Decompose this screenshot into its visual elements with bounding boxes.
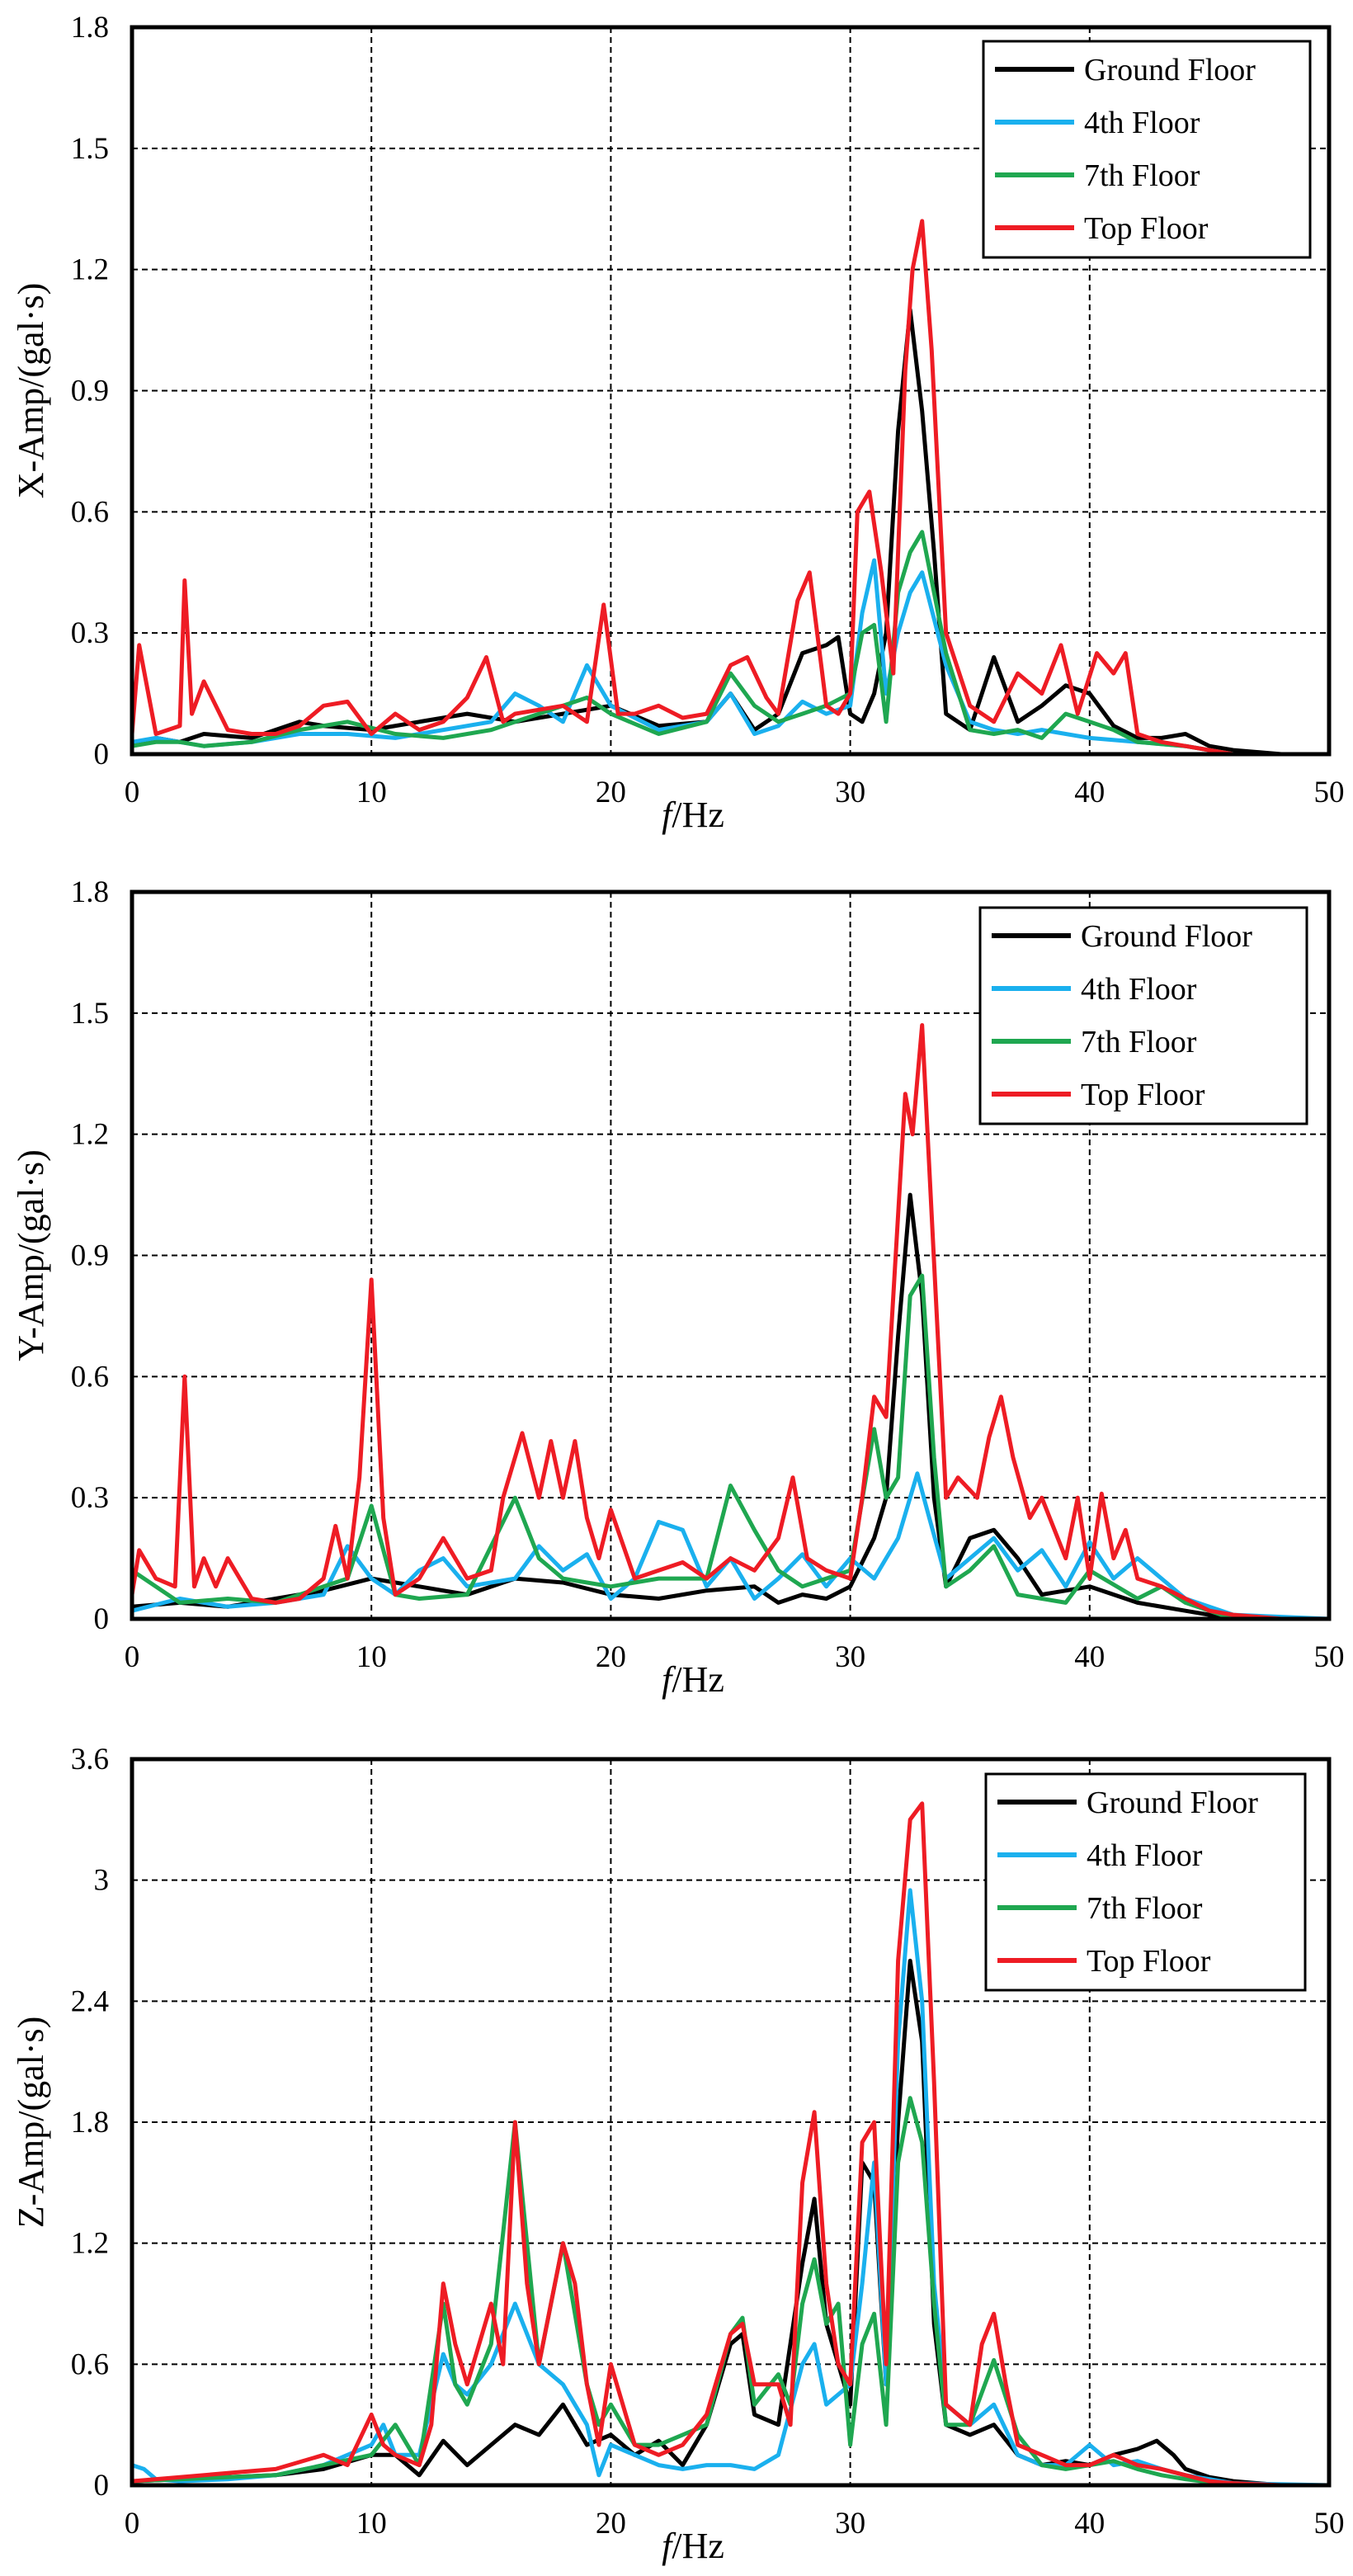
y-tick-label: 1.2 <box>71 2227 109 2261</box>
x-tick-label: 50 <box>1314 1640 1345 1674</box>
x-tick-label: 30 <box>835 1640 865 1674</box>
legend-label: 4th Floor <box>1084 106 1200 140</box>
x-tick-label: 20 <box>596 1640 626 1674</box>
y-tick-label: 0.6 <box>71 495 109 529</box>
plot-frame <box>130 25 1332 757</box>
x-tick-label: 0 <box>125 1640 140 1674</box>
y-tick-label: 0 <box>94 1602 110 1636</box>
chart-y: 0 10 20 30 40 50 0 0.3 0.6 0.9 1.2 1.5 1.8 f/Hz Y-Amp/… <box>11 875 1345 1700</box>
y-tick-label: 0 <box>94 738 110 771</box>
plot-frame <box>130 1757 1332 2488</box>
chart-z: 0 10 20 30 40 50 0 0.6 1.2 1.8 2.4 3 3.6 f/Hz Z-Amp/(g… <box>11 1743 1345 2566</box>
legend-label: 4th Floor <box>1081 972 1197 1007</box>
chart-x: 0 10 20 30 40 50 0 0.3 0.6 0.9 1.2 1.5 1.8 f/Hz X-Amp/… <box>11 11 1345 835</box>
series-line-top-floor <box>130 219 1332 757</box>
x-tick-label: 10 <box>356 776 387 809</box>
series-line-4th-floor <box>130 1471 1332 1621</box>
x-tick-label: 30 <box>835 2507 865 2541</box>
y-tick-label: 0.3 <box>71 616 109 650</box>
legend-label: Top Floor <box>1087 1944 1211 1979</box>
y-tick-label: 1.8 <box>71 11 109 45</box>
legend-label: Ground Floor <box>1087 1786 1258 1820</box>
y-tick-label: 1.5 <box>71 132 109 166</box>
y-tick-label: 2.4 <box>71 1984 109 2018</box>
y-tick-label: 1.8 <box>71 875 109 909</box>
y-tick-label: 1.5 <box>71 997 109 1031</box>
y-tick-label: 0.6 <box>71 2347 109 2381</box>
y-tick-label: 0 <box>94 2469 110 2503</box>
legend: Ground Floor 4th Floor 7th Floor Top Floor <box>984 1772 1307 1992</box>
x-tick-label: 0 <box>125 2507 140 2541</box>
x-tick-label: 40 <box>1074 776 1105 809</box>
x-axis-title: f/Hz <box>662 2526 724 2566</box>
series-line-top-floor <box>130 1023 1332 1621</box>
y-tick-label: 0.9 <box>71 1239 109 1273</box>
x-tick-label: 10 <box>356 2507 387 2541</box>
y-axis-title: X-Amp/(gal·s) <box>11 283 51 499</box>
legend-label: 7th Floor <box>1081 1025 1197 1059</box>
plot-frame <box>130 889 1332 1621</box>
y-tick-label: 3.6 <box>71 1743 109 1776</box>
y-tick-label: 0.3 <box>71 1481 109 1515</box>
x-tick-label: 50 <box>1314 2507 1345 2541</box>
legend-box <box>978 906 1308 1125</box>
legend-box <box>984 1772 1307 1992</box>
x-tick-label: 10 <box>356 1640 387 1674</box>
x-tick-label: 40 <box>1074 1640 1105 1674</box>
legend-box <box>982 40 1312 259</box>
series-line-top-floor <box>130 1801 1332 2488</box>
x-tick-label: 20 <box>596 776 626 809</box>
x-axis-title: f/Hz <box>662 795 724 835</box>
x-axis-title: f/Hz <box>662 1659 724 1700</box>
legend-label: Top Floor <box>1081 1078 1205 1112</box>
y-tick-label: 1.2 <box>71 253 109 287</box>
y-tick-label: 0.9 <box>71 375 109 408</box>
series-line-7th-floor <box>130 2096 1332 2488</box>
y-tick-label: 1.8 <box>71 2106 109 2140</box>
x-tick-label: 30 <box>835 776 865 809</box>
x-tick-label: 40 <box>1074 2507 1105 2541</box>
x-tick-label: 50 <box>1314 776 1345 809</box>
series-line-4th-floor <box>130 1888 1332 2488</box>
legend: Ground Floor 4th Floor 7th Floor Top Floor <box>982 40 1312 259</box>
legend-label: Ground Floor <box>1081 919 1252 954</box>
legend-label: Top Floor <box>1084 211 1209 246</box>
legend-label: Ground Floor <box>1084 53 1256 87</box>
legend-label: 4th Floor <box>1087 1838 1203 1873</box>
y-axis-title: Y-Amp/(gal·s) <box>11 1149 51 1361</box>
legend-label: 7th Floor <box>1084 158 1200 193</box>
y-tick-label: 1.2 <box>71 1118 109 1152</box>
legend-label: 7th Floor <box>1087 1891 1203 1926</box>
series-line-7th-floor <box>130 530 1332 757</box>
legend: Ground Floor 4th Floor 7th Floor Top Floor <box>978 906 1308 1125</box>
x-tick-label: 20 <box>596 2507 626 2541</box>
series-line-ground-floor <box>130 1192 1332 1621</box>
series-line-ground-floor <box>130 1958 1332 2488</box>
x-tick-label: 0 <box>125 776 140 809</box>
series-line-ground-floor <box>130 308 1332 757</box>
series-line-7th-floor <box>130 1273 1332 1621</box>
y-tick-label: 3 <box>94 1864 110 1898</box>
y-axis-title: Z-Amp/(gal·s) <box>11 2017 51 2229</box>
y-tick-label: 0.6 <box>71 1360 109 1394</box>
